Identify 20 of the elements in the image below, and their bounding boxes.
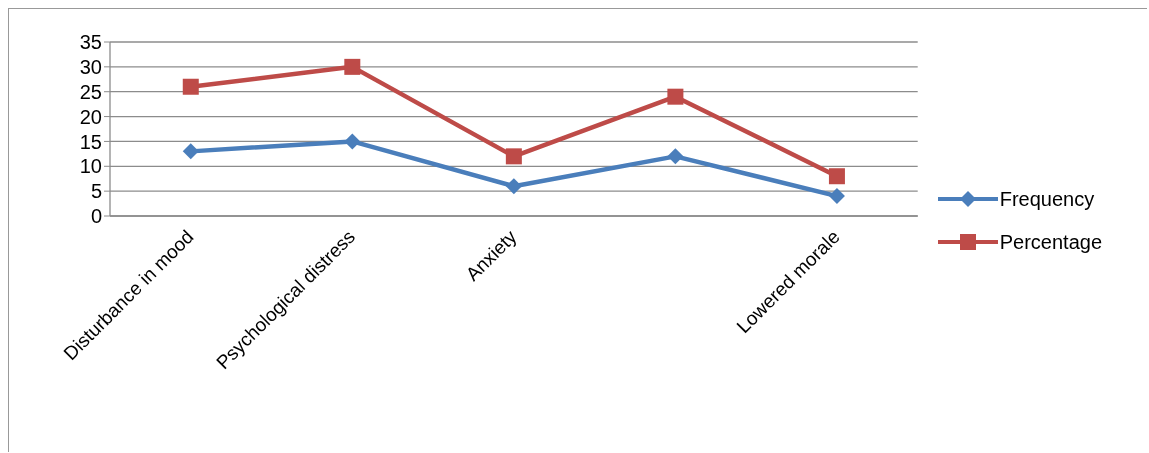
y-tick-label: 15: [79, 130, 102, 153]
y-tick-label: 0: [90, 205, 102, 228]
point: [828, 168, 845, 185]
y-tick-label: 25: [79, 80, 102, 103]
point: [505, 148, 522, 165]
point: [828, 188, 845, 205]
y-tick-label: 5: [90, 180, 102, 203]
y-tick-label: 10: [79, 155, 102, 178]
point: [182, 143, 199, 160]
point: [667, 88, 684, 105]
legend-label: Percentage: [999, 230, 1102, 254]
point: [344, 133, 361, 150]
point: [344, 58, 361, 75]
point: [667, 148, 684, 165]
y-tick-label: 20: [79, 105, 102, 128]
point: [182, 78, 199, 95]
legend-label: Frequency: [999, 187, 1095, 211]
point: [505, 178, 522, 195]
y-tick-label: 30: [79, 55, 102, 78]
y-tick-label: 35: [79, 31, 102, 54]
